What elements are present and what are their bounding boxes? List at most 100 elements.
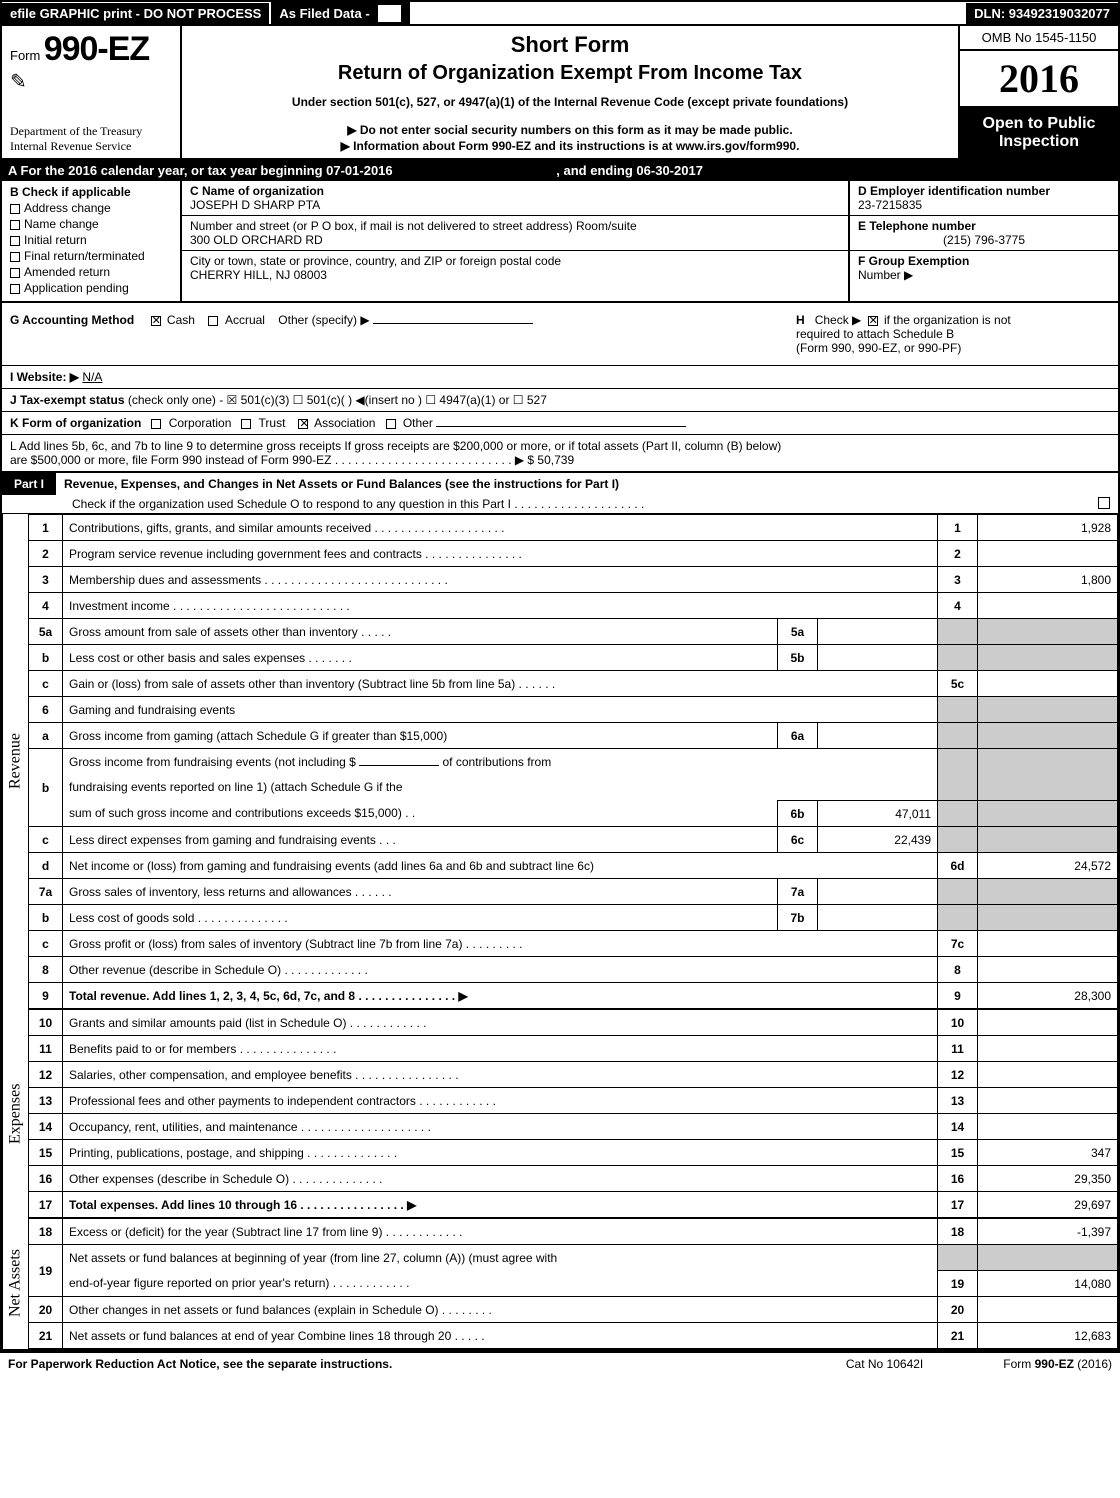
l19-c: 19 <box>938 1271 978 1297</box>
expenses-section: Expenses 10Grants and similar amounts pa… <box>2 1009 1118 1218</box>
line-10: 10Grants and similar amounts paid (list … <box>29 1010 1118 1036</box>
line-18: 18Excess or (deficit) for the year (Subt… <box>29 1219 1118 1245</box>
chk-final[interactable] <box>10 252 20 262</box>
l3-n: 3 <box>29 567 63 593</box>
l8-c: 8 <box>938 957 978 983</box>
header: Form 990-EZ ✎ Department of the Treasury… <box>2 26 1118 160</box>
l7b-ia <box>818 905 938 931</box>
part1-checkbox[interactable] <box>1098 497 1110 509</box>
l6-d: Gaming and fundraising events <box>63 697 938 723</box>
line-8: 8 Other revenue (describe in Schedule O)… <box>29 957 1118 983</box>
chk-address[interactable] <box>10 204 20 214</box>
b-init: Initial return <box>24 233 87 247</box>
line-17: 17Total expenses. Add lines 10 through 1… <box>29 1192 1118 1218</box>
l19-n: 19 <box>29 1245 63 1297</box>
l6c-d: Less direct expenses from gaming and fun… <box>63 827 778 853</box>
l-text1: L Add lines 5b, 6c, and 7b to line 9 to … <box>10 439 1110 453</box>
chk-cash[interactable] <box>151 316 161 326</box>
chk-corp[interactable] <box>151 419 161 429</box>
l6b-blank[interactable] <box>359 765 439 766</box>
l1-c: 1 <box>938 515 978 541</box>
l20-d: Other changes in net assets or fund bala… <box>63 1297 938 1323</box>
l20-c: 20 <box>938 1297 978 1323</box>
row-gh: G Accounting Method Cash Accrual Other (… <box>2 303 1118 366</box>
l6b-ia: 47,011 <box>818 801 938 827</box>
l19-shade2 <box>978 1245 1118 1271</box>
k-trust: Trust <box>259 416 286 430</box>
line-6b-3: sum of such gross income and contributio… <box>29 801 1118 827</box>
footer-right: Form 990-EZ (2016) <box>1003 1357 1112 1371</box>
l6c-shade1 <box>938 827 978 853</box>
l18-d: Excess or (deficit) for the year (Subtra… <box>63 1219 938 1245</box>
l13-a <box>978 1088 1118 1114</box>
l1-n: 1 <box>29 515 63 541</box>
chk-initial[interactable] <box>10 236 20 246</box>
org-city: CHERRY HILL, NJ 08003 <box>190 268 840 282</box>
l5b-d: Less cost or other basis and sales expen… <box>63 645 778 671</box>
h-text4: (Form 990, 990-EZ, or 990-PF) <box>796 341 961 355</box>
l5b-in: 5b <box>778 645 818 671</box>
l6b-shade3 <box>938 801 978 827</box>
l11-n: 11 <box>29 1036 63 1062</box>
f-label: F Group Exemption <box>858 254 1110 268</box>
h-text2: if the organization is not <box>884 313 1011 327</box>
l6d-d: Net income or (loss) from gaming and fun… <box>63 853 938 879</box>
l2-d: Program service revenue including govern… <box>63 541 938 567</box>
footer-right-year: (2016) <box>1074 1357 1112 1371</box>
chk-assoc[interactable] <box>298 419 308 429</box>
row-a-label: A For the 2016 calendar year, or tax yea… <box>8 163 393 178</box>
k-other-line[interactable] <box>436 426 686 427</box>
chk-amended[interactable] <box>10 268 20 278</box>
j-text: (check only one) - ☒ 501(c)(3) ☐ 501(c)(… <box>128 393 547 407</box>
chk-h[interactable] <box>868 316 878 326</box>
line-19a: 19 Net assets or fund balances at beginn… <box>29 1245 1118 1271</box>
line-7b: b Less cost of goods sold . . . . . . . … <box>29 905 1118 931</box>
l15-n: 15 <box>29 1140 63 1166</box>
l8-a <box>978 957 1118 983</box>
l7c-d: Gross profit or (loss) from sales of inv… <box>63 931 938 957</box>
header-left: Form 990-EZ ✎ Department of the Treasury… <box>2 26 182 158</box>
section-bcdef: B Check if applicable Address change Nam… <box>2 181 1118 303</box>
line-6d: d Net income or (loss) from gaming and f… <box>29 853 1118 879</box>
k-other: Other <box>403 416 433 430</box>
l6-shade2 <box>978 697 1118 723</box>
footer-left: For Paperwork Reduction Act Notice, see … <box>8 1357 392 1371</box>
line-4: 4 Investment income . . . . . . . . . . … <box>29 593 1118 619</box>
asfiled-box <box>377 4 402 23</box>
l3-a: 1,800 <box>978 567 1118 593</box>
l20-n: 20 <box>29 1297 63 1323</box>
l6b-d2: of contributions from <box>443 755 552 769</box>
b-title: B Check if applicable <box>10 185 172 199</box>
l14-c: 14 <box>938 1114 978 1140</box>
l17-a: 29,697 <box>978 1192 1118 1218</box>
row-j: J Tax-exempt status (check only one) - ☒… <box>2 389 1118 412</box>
l16-a: 29,350 <box>978 1166 1118 1192</box>
l6a-n: a <box>29 723 63 749</box>
chk-trust[interactable] <box>241 419 251 429</box>
chk-accrual[interactable] <box>208 316 218 326</box>
l3-d: Membership dues and assessments . . . . … <box>63 567 938 593</box>
l5a-ia <box>818 619 938 645</box>
l7b-shade1 <box>938 905 978 931</box>
ein-value: 23-7215835 <box>858 198 922 212</box>
chk-other[interactable] <box>386 419 396 429</box>
row-k: K Form of organization Corporation Trust… <box>2 412 1118 435</box>
l11-c: 11 <box>938 1036 978 1062</box>
chk-pending[interactable] <box>10 284 20 294</box>
l8-n: 8 <box>29 957 63 983</box>
l7c-c: 7c <box>938 931 978 957</box>
g-other-line[interactable] <box>373 323 533 324</box>
l9-c: 9 <box>938 983 978 1009</box>
l6b-in: 6b <box>778 801 818 827</box>
l19-shade1 <box>938 1245 978 1271</box>
l6a-in: 6a <box>778 723 818 749</box>
chk-name[interactable] <box>10 220 20 230</box>
l19-d2: end-of-year figure reported on prior yea… <box>63 1271 938 1297</box>
k-label: K Form of organization <box>10 416 141 430</box>
l21-d: Net assets or fund balances at end of ye… <box>63 1323 938 1349</box>
line-5b: b Less cost or other basis and sales exp… <box>29 645 1118 671</box>
l5a-n: 5a <box>29 619 63 645</box>
l10-n: 10 <box>29 1010 63 1036</box>
omb-number: OMB No 1545-1150 <box>960 26 1118 51</box>
l20-a <box>978 1297 1118 1323</box>
